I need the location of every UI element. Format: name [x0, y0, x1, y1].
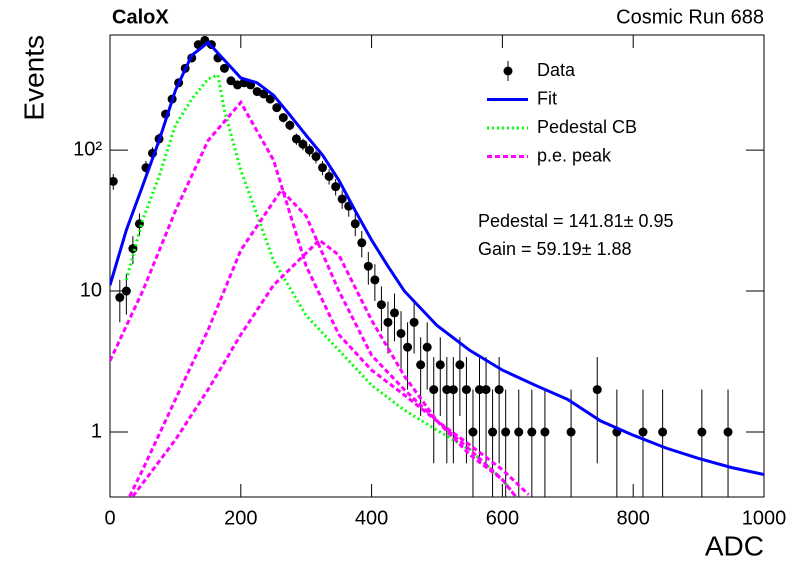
data-point — [121, 286, 131, 296]
data-point — [331, 182, 341, 192]
component-curve — [131, 238, 517, 497]
plot-frame — [109, 34, 765, 498]
data-point — [442, 385, 452, 395]
data-point — [110, 176, 118, 186]
x-tick-label: 800 — [617, 507, 650, 529]
chart-title: CaloX — [112, 6, 169, 28]
legend-label: Fit — [537, 88, 557, 108]
data-point — [697, 427, 707, 437]
data-point — [488, 427, 498, 437]
data-point — [259, 89, 269, 99]
data-point — [278, 113, 288, 123]
data-point — [409, 317, 419, 327]
data-point — [422, 342, 432, 352]
legend-label: Pedestal CB — [537, 117, 637, 137]
chart-subtitle: Cosmic Run 688 — [616, 6, 764, 28]
x-tick-label: 200 — [224, 507, 257, 529]
data-point — [318, 163, 328, 173]
data-point — [527, 427, 537, 437]
data-point — [383, 317, 393, 327]
data-point — [468, 427, 478, 437]
data-point — [337, 194, 347, 204]
data-point — [494, 385, 504, 395]
y-tick-label: 10 — [80, 279, 102, 301]
legend-label: p.e. peak — [537, 145, 612, 165]
data-point — [376, 300, 386, 310]
data-point — [429, 385, 439, 395]
data-point — [350, 219, 360, 229]
x-axis-title: ADC — [705, 530, 764, 561]
component-curve — [128, 187, 517, 497]
data-point — [304, 145, 314, 155]
data-point — [226, 76, 236, 86]
data-point — [396, 328, 406, 338]
data-point — [540, 427, 550, 437]
fit-curve — [110, 40, 764, 476]
data-point — [265, 94, 275, 104]
data-point — [115, 292, 125, 302]
fit-curve — [124, 73, 517, 497]
data-point — [592, 385, 602, 395]
data-point — [370, 275, 380, 285]
x-tick-label: 400 — [355, 507, 388, 529]
y-tick-label: 1 — [91, 420, 102, 442]
data-point — [501, 427, 511, 437]
plot-area — [110, 35, 764, 497]
data-point — [324, 171, 334, 181]
data-point — [357, 238, 367, 248]
x-tick-label: 600 — [486, 507, 519, 529]
component-curve — [110, 99, 530, 496]
data-point — [389, 308, 399, 318]
annotation: Gain = 59.19± 1.88 — [478, 239, 632, 259]
data-point — [658, 427, 668, 437]
legend-marker — [503, 66, 513, 76]
data-point — [311, 152, 321, 162]
data-point — [435, 360, 445, 370]
data-point — [455, 360, 465, 370]
data-point — [514, 427, 524, 437]
x-tick-label: 1000 — [742, 507, 787, 529]
data-point — [475, 385, 485, 395]
annotation: Pedestal = 141.81± 0.95 — [478, 211, 674, 231]
data-point — [638, 427, 648, 437]
data-point — [461, 385, 471, 395]
data-point — [403, 342, 413, 352]
data-point — [298, 139, 308, 149]
x-tick-label: 0 — [104, 507, 115, 529]
data-point — [566, 427, 576, 437]
data-point — [723, 427, 733, 437]
data-point — [481, 385, 491, 395]
data-point — [363, 261, 373, 271]
data-point — [285, 120, 295, 130]
y-tick-label: 10² — [73, 138, 102, 160]
data-point — [416, 360, 426, 370]
y-axis-title: Events — [18, 35, 49, 121]
legend-label: Data — [537, 60, 576, 80]
data-point — [219, 63, 229, 73]
legend: Data Fit Pedestal CB p.e. peak — [487, 60, 637, 165]
data-point — [272, 103, 282, 113]
data-point — [291, 134, 301, 144]
data-point — [448, 385, 458, 395]
